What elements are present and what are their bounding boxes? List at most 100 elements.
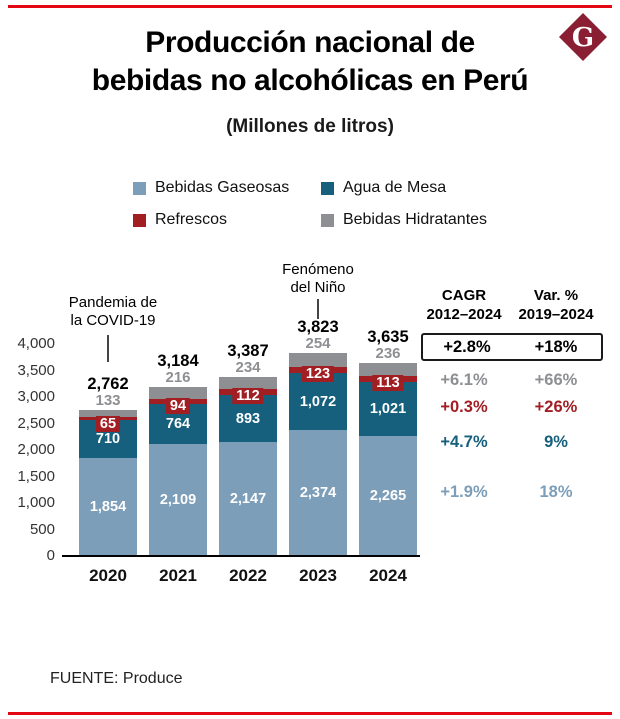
stat-cagr-value: +1.9% <box>440 483 488 501</box>
bar-segment: 1,021 <box>359 381 417 436</box>
stats-header-var-line1: Var. % <box>533 287 579 304</box>
stats-header-cagr-line1: CAGR <box>441 287 487 304</box>
legend-swatch-icon <box>132 213 146 227</box>
stats-panel: CAGR 2012–2024 Var. % 2019–2024 +2.8% +18… <box>420 286 604 516</box>
legend-label: Refrescos <box>154 211 227 228</box>
legend-grid: Bebidas Gaseosas Agua de Mesa Refrescos Beb… <box>132 179 488 229</box>
legend-label: Bebidas Hidratantes <box>342 211 488 228</box>
bar-segment: 94 <box>149 397 207 414</box>
legend-item: Refrescos <box>132 211 321 229</box>
segment-value-label: 123 <box>301 365 335 382</box>
y-tick-label: 1,500 <box>17 467 55 485</box>
stat-cagr-value: +0.3% <box>440 398 488 416</box>
bar-2020: 1,854 710 65 133 2,762 <box>79 344 137 556</box>
legend-label: Bebidas Gaseosas <box>154 179 290 196</box>
bar-total-label: 3,184 <box>157 352 199 371</box>
bar-segment: 2,374 <box>289 430 347 556</box>
chart-legend: Bebidas Gaseosas Agua de Mesa Refrescos Beb… <box>0 179 620 229</box>
legend-label: Agua de Mesa <box>342 179 447 196</box>
stat-cagr-value: +6.1% <box>440 371 488 389</box>
stats-header-var: Var. % 2019–2024 <box>508 286 604 324</box>
y-tick-label: 2,500 <box>17 414 55 432</box>
bar-segment <box>219 376 277 389</box>
segment-value-label: 893 <box>235 410 261 427</box>
bar-2024: 2,265 1,021 113 236 3,635 <box>359 328 417 556</box>
bar-total-label: 2,762 <box>87 374 129 393</box>
bar-segment: 123 <box>289 365 347 382</box>
y-tick-label: 3,000 <box>17 388 55 405</box>
segment-value-label: 113 <box>372 374 404 391</box>
legend-item: Bebidas Gaseosas <box>132 179 321 197</box>
logo-letter: G <box>572 23 594 53</box>
y-tick-label: 1,000 <box>17 494 55 511</box>
x-axis-label: 2021 <box>159 566 197 585</box>
segment-value-label: 2,265 <box>369 487 407 504</box>
stats-header-cagr-line2: 2012–2024 <box>426 306 502 323</box>
segment-value-label: 133 <box>95 391 121 409</box>
y-tick-label: 4,000 <box>17 335 55 352</box>
segment-value-label: 65 <box>95 415 121 432</box>
bar-segment: 113 <box>359 374 417 391</box>
legend-swatch-icon <box>320 181 334 195</box>
stat-var-value: +66% <box>534 371 578 389</box>
stat-row: +0.3% +26% <box>420 397 604 417</box>
stat-row: +6.1% +66% <box>420 370 604 390</box>
stat-var-value: +26% <box>534 398 578 416</box>
bar-total-label: 3,635 <box>367 328 409 347</box>
segment-value-label: 94 <box>165 397 191 414</box>
bar-segment: 112 <box>219 387 277 404</box>
segment-value-label: 2,147 <box>229 491 267 508</box>
bar-total-label: 3,387 <box>227 341 269 360</box>
stat-row: +2.8% +18% <box>421 333 603 361</box>
plot-area: 1,854 710 65 133 2,762 2,109 764 94 216 3,184 2,14… <box>62 318 420 556</box>
units-subtitle: (Millones de litros) <box>226 116 394 137</box>
bar-segment <box>289 353 347 367</box>
bar-segment: 65 <box>79 415 137 432</box>
stats-header-cagr: CAGR 2012–2024 <box>420 286 508 324</box>
legend-item: Bebidas Hidratantes <box>320 211 488 229</box>
annotation-covid-pointer-line <box>107 335 109 362</box>
segment-value-label: 2,374 <box>299 485 337 502</box>
bar-total-label: 3,823 <box>297 318 339 337</box>
segment-value-label: 2,109 <box>159 492 197 509</box>
annotation-nino-line2: del Niño <box>290 279 346 296</box>
bar-segment <box>79 409 137 417</box>
y-tick-label: 500 <box>29 520 55 538</box>
bar-segment <box>149 387 207 399</box>
top-accent-rule <box>8 5 612 8</box>
annotation-nino-pointer-line <box>317 299 319 319</box>
annotation-nino: Fenómeno del Niño <box>268 261 368 297</box>
segment-value-label: 234 <box>235 358 261 376</box>
stats-header: CAGR 2012–2024 Var. % 2019–2024 <box>420 286 604 324</box>
page-title: Producción nacional de bebidas no alcohó… <box>0 24 620 100</box>
gestion-logo-icon: G <box>559 13 607 61</box>
bar-segment: 1,854 <box>79 457 137 556</box>
legend-swatch-icon <box>132 181 146 195</box>
segment-value-label: 710 <box>95 430 121 447</box>
y-tick-label: 3,500 <box>17 361 55 379</box>
bar-2023: 2,374 1,072 123 254 3,823 <box>289 318 347 556</box>
x-axis-line <box>62 555 420 557</box>
annotation-covid-line2: la COVID-19 <box>70 312 156 329</box>
bar-segment <box>359 363 417 376</box>
stat-row: +1.9% 18% <box>420 482 604 502</box>
annotation-covid: Pandemia de la COVID-19 <box>58 294 168 330</box>
page-title-line1: Producción nacional de <box>145 26 475 59</box>
bar-segment: 2,109 <box>149 444 207 556</box>
y-tick-label: 2,000 <box>17 441 55 458</box>
stat-var-value: +18% <box>534 338 578 356</box>
x-axis-label: 2020 <box>89 566 127 585</box>
x-axis-label: 2023 <box>299 566 337 585</box>
page-title-line2: bebidas no alcohólicas en Perú <box>91 64 529 97</box>
x-axis-label: 2022 <box>229 566 267 585</box>
segment-value-label: 1,072 <box>299 393 337 410</box>
annotation-nino-line1: Fenómeno <box>282 261 354 278</box>
bar-2022: 2,147 893 112 234 3,387 <box>219 341 277 556</box>
bottom-accent-rule <box>8 712 612 715</box>
stats-header-var-line2: 2019–2024 <box>518 306 594 323</box>
stat-var-value: 9% <box>544 433 568 451</box>
legend-item: Agua de Mesa <box>320 179 487 197</box>
bar-segment: 2,265 <box>359 435 417 556</box>
bar-segment: 2,147 <box>219 442 277 556</box>
